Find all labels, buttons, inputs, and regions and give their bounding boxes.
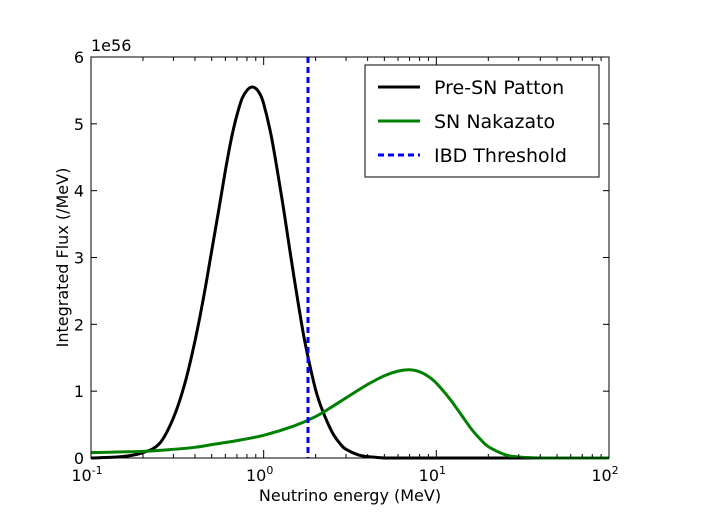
x-tick-label: 100	[246, 464, 273, 485]
series-layer	[90, 57, 609, 460]
series-line-sn-nakazato	[90, 368, 609, 460]
legend-label-ibd-threshold: IBD Threshold	[434, 145, 567, 167]
y-tick-label: 5	[74, 115, 84, 134]
x-tick-label: 10-1	[71, 464, 102, 485]
ticks-layer: 0 1 2 3 4 5 6 10-1 100 101 102	[71, 48, 618, 485]
x-tick-label: 101	[419, 464, 446, 485]
x-axis-label: Neutrino energy (MeV)	[259, 486, 441, 505]
legend-label-pre-sn-patton: Pre-SN Patton	[434, 77, 564, 99]
x-tick-label: 102	[591, 464, 618, 485]
legend-label-sn-nakazato: SN Nakazato	[434, 111, 555, 133]
y-tick-label: 6	[74, 48, 84, 67]
y-tick-label: 1	[74, 382, 84, 401]
y-tick-label: 3	[74, 249, 84, 268]
series-line-pre-sn-patton	[90, 85, 609, 460]
y-axis-label: Integrated Flux (/MeV)	[53, 168, 72, 348]
y-tick-label: 0	[74, 449, 84, 468]
y-tick-label: 4	[74, 182, 84, 201]
legend: Pre-SN Patton SN Nakazato IBD Threshold	[364, 64, 600, 178]
y-tick-label: 2	[74, 315, 84, 334]
y-offset-label: 1e56	[91, 36, 131, 55]
